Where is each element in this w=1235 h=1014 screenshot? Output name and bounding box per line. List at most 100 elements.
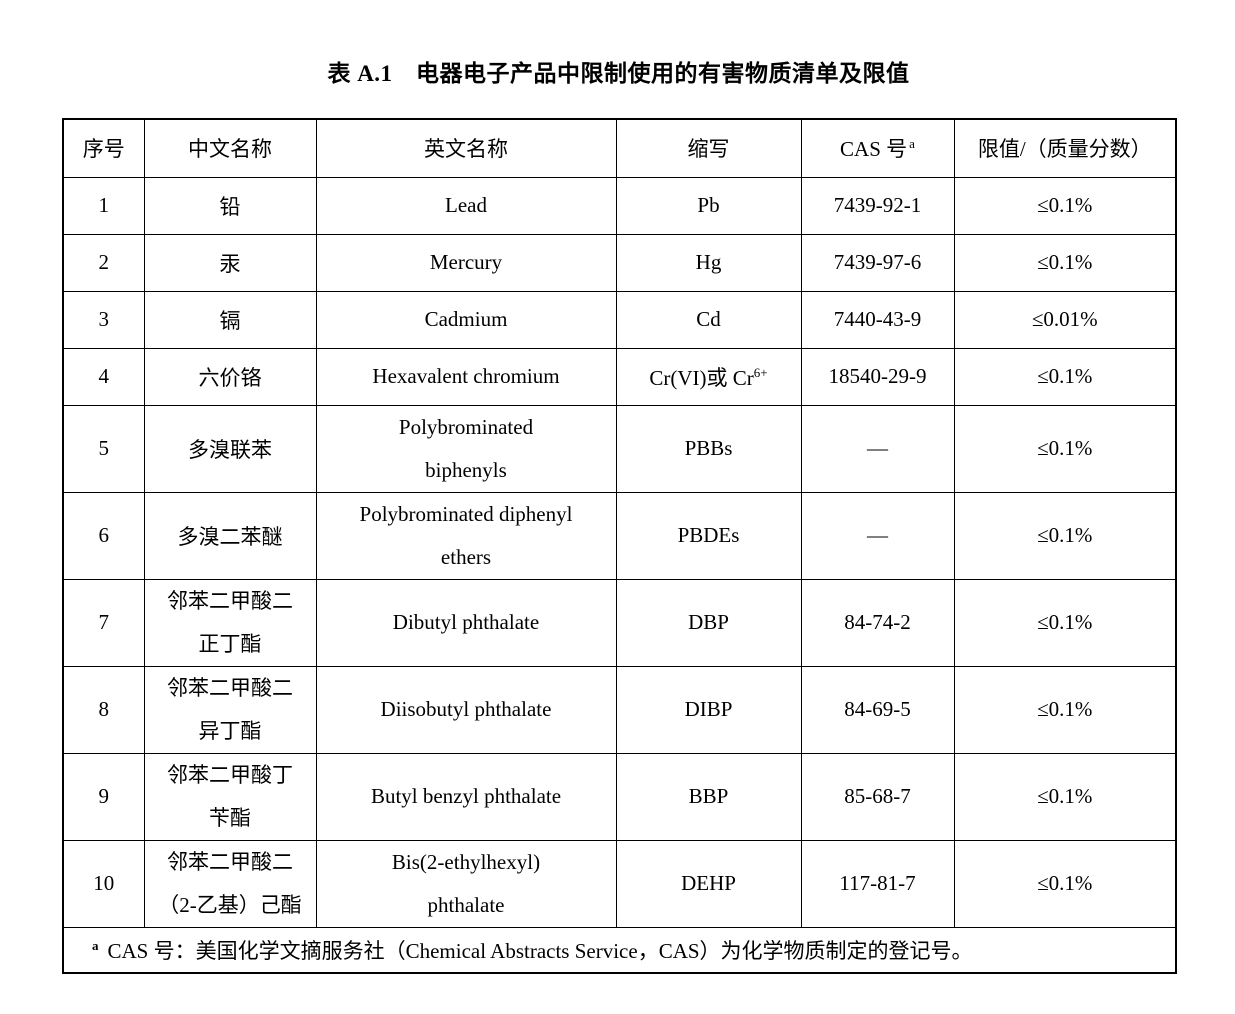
cell-limit-value: ≤0.1% (953, 491, 1177, 580)
table-row: 5 多溴联苯 Polybrominated biphenyls PBBs — ≤0.1% (62, 404, 1177, 493)
cell-serial-number: 8 (62, 665, 145, 754)
table-row: 8 邻苯二甲酸二 异丁酯 Diisobutyl phthalate DIBP 84-69-… (62, 665, 1177, 754)
cell-line: 邻苯二甲酸二 (167, 849, 293, 874)
cell-cas-number: 7440-43-9 (800, 290, 955, 349)
cell-english-name: Diisobutyl phthalate (315, 665, 617, 754)
cell-cas-number: 7439-92-1 (800, 176, 955, 235)
cell-line: 苄酯 (209, 805, 251, 830)
cell-line: Bis(2-ethylhexyl) (391, 849, 541, 874)
cell-chinese-name: 多溴二苯醚 (143, 491, 317, 580)
cell-abbreviation: Cd (615, 290, 802, 349)
document-page: 表 A.1 电器电子产品中限制使用的有害物质清单及限值 序号 中文名称 英文名称 缩写… (62, 61, 1177, 974)
cell-serial-number: 2 (62, 233, 145, 292)
cell-abbreviation: Hg (615, 233, 802, 292)
cell-abbreviation: DBP (615, 578, 802, 667)
cell-cas-number: 84-69-5 (800, 665, 955, 754)
cell-english-name: Polybrominated diphenyl ethers (315, 491, 617, 580)
cell-abbreviation: Cr(VI)或 Cr6+ (615, 347, 802, 406)
cell-english-name: Butyl benzyl phthalate (315, 752, 617, 841)
cell-limit-value: ≤0.1% (953, 839, 1177, 928)
cell-limit-value: ≤0.1% (953, 176, 1177, 235)
cell-line: biphenyls (425, 457, 507, 482)
table-row: 10 邻苯二甲酸二 （2-乙基）己酯 Bis(2-ethylhexyl) phthala… (62, 839, 1177, 928)
cell-limit-value: ≤0.1% (953, 665, 1177, 754)
cell-chinese-name: 六价铬 (143, 347, 317, 406)
cell-chinese-name: 镉 (143, 290, 317, 349)
table-row: 2 汞 Mercury Hg 7439-97-6 ≤0.1% (62, 233, 1177, 292)
hazardous-substances-table: 序号 中文名称 英文名称 缩写 CAS 号 a 限值/（质量分数） 1 铅 Lead Pb 7439… (62, 118, 1177, 974)
cell-cas-number: — (800, 404, 955, 493)
table-row: 6 多溴二苯醚 Polybrominated diphenyl ethers PBDEs… (62, 491, 1177, 580)
cell-cas-number: 84-74-2 (800, 578, 955, 667)
cell-line: 邻苯二甲酸丁 (167, 762, 293, 787)
superscript-marker: a (909, 136, 915, 152)
cell-limit-value: ≤0.1% (953, 233, 1177, 292)
column-header-limit: 限值/（质量分数） (953, 118, 1177, 178)
table-row: 7 邻苯二甲酸二 正丁酯 Dibutyl phthalate DBP 84-74-2 ≤0.… (62, 578, 1177, 667)
cell-abbreviation: PBBs (615, 404, 802, 493)
cell-english-name: Polybrominated biphenyls (315, 404, 617, 493)
cell-limit-value: ≤0.1% (953, 347, 1177, 406)
cell-line: ethers (440, 544, 492, 569)
cell-chinese-name: 邻苯二甲酸二 （2-乙基）己酯 (143, 839, 317, 928)
cell-serial-number: 1 (62, 176, 145, 235)
cell-english-name: Cadmium (315, 290, 617, 349)
footnote-row: a CAS 号：美国化学文摘服务社（Chemical Abstracts Serv… (62, 926, 1177, 974)
cell-line: phthalate (427, 892, 505, 917)
cell-limit-value: ≤0.1% (953, 404, 1177, 493)
cell-serial-number: 5 (62, 404, 145, 493)
cell-chinese-name: 多溴联苯 (143, 404, 317, 493)
cell-chinese-name: 汞 (143, 233, 317, 292)
cell-line: 正丁酯 (198, 631, 262, 656)
footnote-marker: a (92, 937, 99, 953)
cell-limit-value: ≤0.1% (953, 752, 1177, 841)
cell-line: （2-乙基）己酯 (158, 892, 302, 917)
cell-abbreviation: PBDEs (615, 491, 802, 580)
cell-english-name: Mercury (315, 233, 617, 292)
cell-english-name: Hexavalent chromium (315, 347, 617, 406)
cell-serial-number: 3 (62, 290, 145, 349)
cell-cas-number: — (800, 491, 955, 580)
table-body: 1 铅 Lead Pb 7439-92-1 ≤0.1% 2 汞 Mercury Hg 7439-97… (62, 176, 1177, 928)
column-header-english-name: 英文名称 (315, 118, 617, 178)
table-row: 1 铅 Lead Pb 7439-92-1 ≤0.1% (62, 176, 1177, 235)
column-header-chinese-name: 中文名称 (143, 118, 317, 178)
cell-english-name: Bis(2-ethylhexyl) phthalate (315, 839, 617, 928)
footnote-text: CAS 号：美国化学文摘服务社（Chemical Abstracts Servi… (107, 938, 973, 963)
cell-chinese-name: 邻苯二甲酸二 正丁酯 (143, 578, 317, 667)
cell-cas-number: 117-81-7 (800, 839, 955, 928)
cell-limit-value: ≤0.1% (953, 578, 1177, 667)
cell-line: 邻苯二甲酸二 (167, 588, 293, 613)
cell-abbreviation: DEHP (615, 839, 802, 928)
cell-chinese-name: 邻苯二甲酸二 异丁酯 (143, 665, 317, 754)
cell-serial-number: 9 (62, 752, 145, 841)
cell-cas-number: 7439-97-6 (800, 233, 955, 292)
cell-line: Polybrominated (398, 414, 534, 439)
cell-line: Polybrominated diphenyl (359, 501, 573, 526)
cell-serial-number: 7 (62, 578, 145, 667)
cell-english-name: Lead (315, 176, 617, 235)
column-header-serial: 序号 (62, 118, 145, 178)
table-row: 3 镉 Cadmium Cd 7440-43-9 ≤0.01% (62, 290, 1177, 349)
cell-line: 邻苯二甲酸二 (167, 675, 293, 700)
cell-line: 异丁酯 (198, 718, 262, 743)
column-header-abbreviation: 缩写 (615, 118, 802, 178)
superscript-marker: 6+ (753, 364, 768, 380)
table-title: 表 A.1 电器电子产品中限制使用的有害物质清单及限值 (327, 61, 910, 86)
table-row: 4 六价铬 Hexavalent chromium Cr(VI)或 Cr6+ 18540… (62, 347, 1177, 406)
cell-chinese-name: 铅 (143, 176, 317, 235)
cell-serial-number: 4 (62, 347, 145, 406)
cell-serial-number: 10 (62, 839, 145, 928)
cell-serial-number: 6 (62, 491, 145, 580)
table-footnote: a CAS 号：美国化学文摘服务社（Chemical Abstracts Serv… (62, 926, 1177, 974)
cell-cas-number: 18540-29-9 (800, 347, 955, 406)
cell-english-name: Dibutyl phthalate (315, 578, 617, 667)
cell-abbreviation: Pb (615, 176, 802, 235)
header-row: 序号 中文名称 英文名称 缩写 CAS 号 a 限值/（质量分数） (62, 118, 1177, 178)
cell-abbreviation: DIBP (615, 665, 802, 754)
cell-cas-number: 85-68-7 (800, 752, 955, 841)
cell-chinese-name: 邻苯二甲酸丁 苄酯 (143, 752, 317, 841)
cell-abbreviation: BBP (615, 752, 802, 841)
table-row: 9 邻苯二甲酸丁 苄酯 Butyl benzyl phthalate BBP 85-68-… (62, 752, 1177, 841)
